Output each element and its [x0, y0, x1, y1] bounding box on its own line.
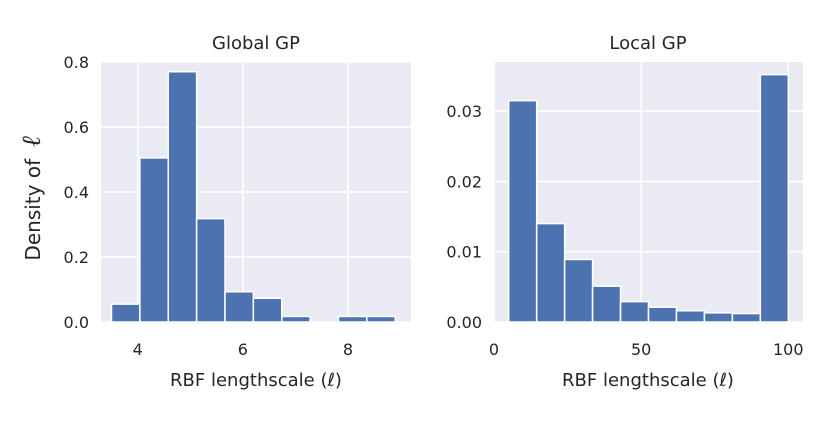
local-gp-histogram-bar: [675, 310, 706, 323]
local-gp-histogram-bar: [647, 306, 678, 323]
global-gp-histogram-bar: [195, 217, 226, 323]
y-axis-label-text: Density of: [21, 158, 45, 261]
global-gp-histogram-bar: [337, 315, 368, 323]
local-gp-y-tick-label: 0.02: [446, 172, 482, 191]
local-gp-histogram-bar: [507, 99, 538, 323]
global-gp-x-tick-label: 8: [343, 340, 353, 359]
local-gp-y-tick-label: 0.03: [446, 102, 482, 121]
local-gp-histogram-bar: [535, 222, 566, 323]
global-gp-y-tick-label: 0.2: [64, 248, 89, 267]
global-gp-histogram-bar: [224, 291, 255, 323]
global-gp-histogram-bar: [280, 315, 311, 323]
global-gp-y-tick-label: 0.0: [64, 313, 89, 332]
local-gp-panel: Local GP RBF lengthscale (ℓ) 0 50 100 0.00 0…: [446, 33, 803, 391]
local-gp-histogram-bar: [563, 258, 594, 323]
local-gp-x-axis-label: RBF lengthscale (ℓ): [562, 370, 734, 391]
global-gp-y-tick-label: 0.8: [64, 53, 89, 72]
global-gp-x-tick-label: 4: [133, 340, 143, 359]
global-gp-y-tick-label: 0.4: [64, 183, 89, 202]
global-gp-title: Global GP: [212, 33, 300, 54]
local-gp-x-tick-label: 50: [631, 340, 651, 359]
global-gp-histogram-bar: [110, 303, 141, 323]
local-gp-histogram-bar: [591, 285, 622, 323]
local-gp-title: Local GP: [609, 33, 686, 54]
local-gp-histogram-bar: [759, 73, 790, 323]
local-gp-histogram-bar: [731, 312, 762, 323]
shared-y-axis-label: Density of ℓ: [17, 135, 47, 260]
global-gp-x-tick-label: 6: [238, 340, 248, 359]
local-gp-y-tick-label: 0.01: [446, 243, 482, 262]
global-gp-histogram-bar: [139, 157, 170, 323]
local-gp-plot-area: [493, 62, 803, 323]
local-gp-x-tick-label: 0: [489, 340, 499, 359]
global-gp-histogram-bar: [167, 71, 198, 323]
local-gp-histogram-bar: [703, 312, 734, 323]
global-gp-histogram-bar: [366, 315, 396, 323]
local-gp-y-tick-label: 0.00: [446, 313, 482, 332]
global-gp-x-axis-label: RBF lengthscale (ℓ): [170, 370, 342, 391]
local-gp-histogram-bar: [619, 300, 650, 323]
global-gp-panel: Global GP RBF lengthscale (ℓ) 4 6 8 0.0 0.2 0…: [64, 33, 411, 391]
global-gp-plot-area: [101, 61, 411, 323]
local-gp-x-tick-label: 100: [773, 340, 804, 359]
global-gp-y-tick-label: 0.6: [64, 118, 89, 137]
y-axis-label-symbol: ℓ: [17, 135, 47, 146]
global-gp-histogram-bar: [252, 297, 283, 323]
